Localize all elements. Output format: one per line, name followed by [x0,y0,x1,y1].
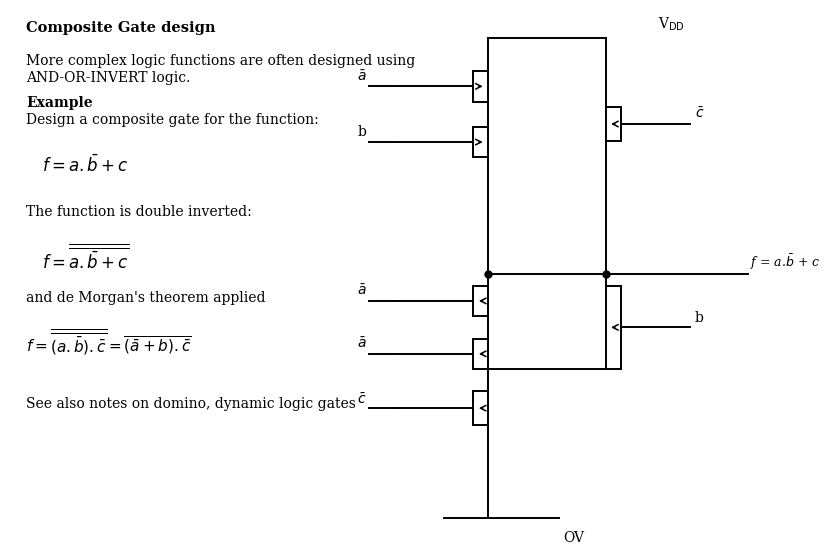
Text: More complex logic functions are often designed using
AND-OR-INVERT logic.: More complex logic functions are often d… [26,54,415,85]
Text: $\bar{a}$: $\bar{a}$ [356,336,366,351]
Text: $\bar{c}$: $\bar{c}$ [694,106,703,121]
Text: V$_{\rm DD}$: V$_{\rm DD}$ [657,16,684,33]
Text: f = a.$\bar{b}$ + c: f = a.$\bar{b}$ + c [749,252,820,272]
Text: Design a composite gate for the function:: Design a composite gate for the function… [26,113,319,127]
Text: See also notes on domino, dynamic logic gates: See also notes on domino, dynamic logic … [26,397,355,411]
Text: $\mathit{f} = \overline{\overline{(a.\bar{b}).\bar{c}}} = \overline{(\bar{a}+b).: $\mathit{f} = \overline{\overline{(a.\ba… [26,328,191,357]
Text: b: b [694,311,702,325]
Text: OV: OV [563,531,584,545]
Text: Example: Example [26,96,93,110]
Text: and de Morgan's theorem applied: and de Morgan's theorem applied [26,291,265,305]
Text: $\bar{c}$: $\bar{c}$ [357,392,366,407]
Text: The function is double inverted:: The function is double inverted: [26,205,252,219]
Text: $\bar{a}$: $\bar{a}$ [356,283,366,298]
Text: $\mathit{f} = a.\bar{b}+c$: $\mathit{f} = a.\bar{b}+c$ [43,155,129,176]
Text: $\mathit{f} = \overline{\overline{a.\bar{b}+c}}$: $\mathit{f} = \overline{\overline{a.\bar… [43,244,130,273]
Text: b: b [357,125,366,139]
Text: Composite Gate design: Composite Gate design [26,21,215,35]
Text: $\bar{a}$: $\bar{a}$ [356,69,366,83]
